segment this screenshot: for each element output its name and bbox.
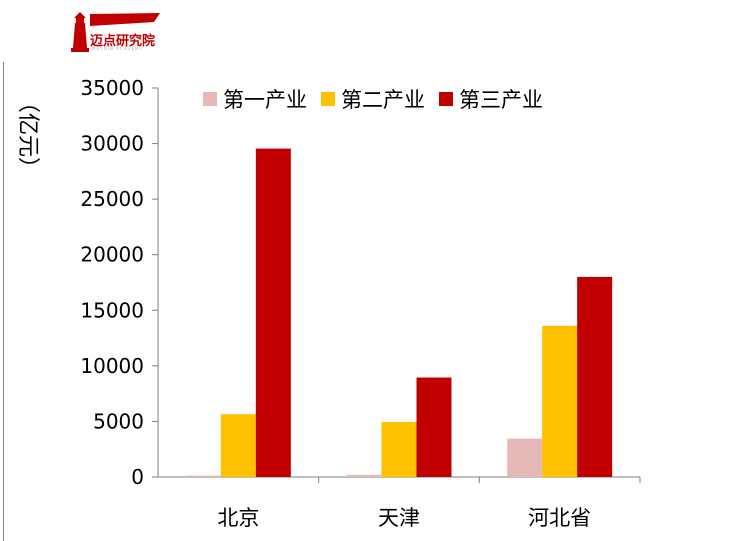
- y-tick-label: 25000: [80, 187, 144, 211]
- legend-swatch-secondary: [321, 92, 335, 106]
- bar: [185, 475, 221, 477]
- y-tick-label: 10000: [80, 354, 144, 378]
- legend-item-secondary: 第二产业: [321, 84, 425, 114]
- left-divider-line: [3, 62, 4, 541]
- legend-swatch-primary: [203, 92, 217, 106]
- y-tick-label: 0: [131, 465, 144, 489]
- bar: [416, 377, 452, 477]
- x-tick-label: 河北省: [528, 506, 591, 530]
- bar: [255, 148, 291, 477]
- legend-item-tertiary: 第三产业: [439, 84, 543, 114]
- brand-name: 迈点研究院: [90, 34, 156, 49]
- bar: [507, 438, 543, 477]
- bar: [577, 276, 613, 477]
- legend-label-primary: 第一产业: [223, 88, 307, 112]
- legend-label-secondary: 第二产业: [341, 88, 425, 112]
- bar: [220, 414, 256, 477]
- y-tick-label: 30000: [80, 132, 144, 156]
- legend-item-primary: 第一产业: [203, 84, 307, 114]
- bar: [381, 421, 417, 477]
- legend-label-tertiary: 第三产业: [459, 88, 543, 112]
- x-tick-label: 北京: [217, 506, 259, 530]
- brand-subtitle: MEADIN ACADEMY: [92, 46, 143, 51]
- bar: [346, 474, 382, 477]
- y-tick-label: 20000: [80, 243, 144, 267]
- y-tick-label: 5000: [93, 409, 144, 433]
- y-tick-label: 35000: [80, 76, 144, 100]
- x-tick-label: 天津: [378, 506, 420, 530]
- y-tick-label: 15000: [80, 298, 144, 322]
- lighthouse-logo-icon: [71, 12, 160, 52]
- legend-swatch-tertiary: [439, 92, 453, 106]
- bar: [542, 325, 578, 477]
- chart-legend: 第一产业 第二产业 第三产业: [203, 84, 557, 114]
